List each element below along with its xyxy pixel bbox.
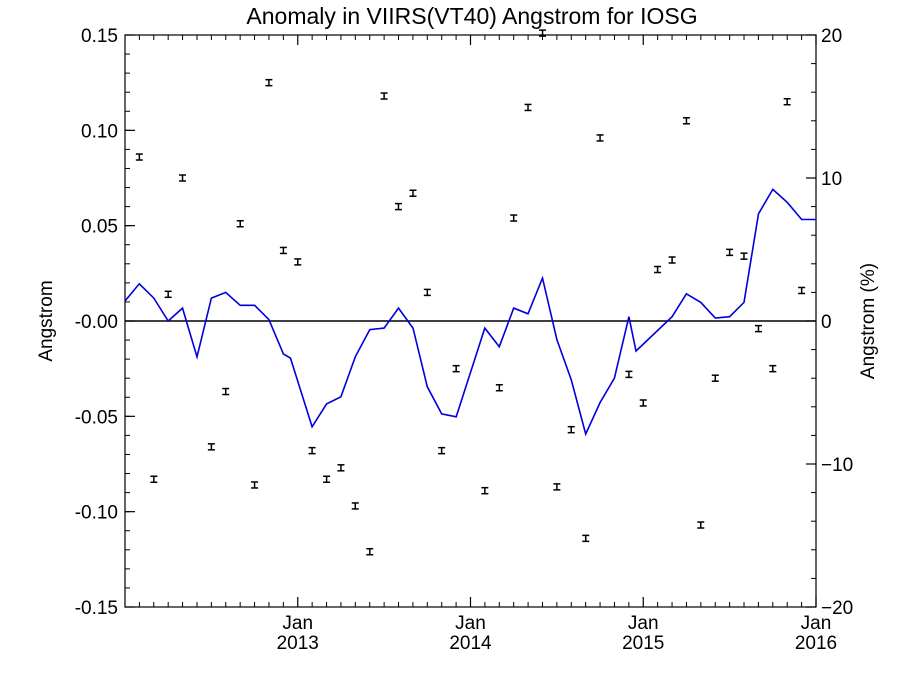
y-tick-label: -0.10: [75, 503, 118, 524]
error-bar-point: [524, 103, 532, 112]
x-tick-label-month: Jan: [282, 613, 313, 634]
error-bar-point: [668, 256, 676, 264]
error-bar-point: [135, 153, 143, 161]
x-tick-label-month: Jan: [455, 613, 486, 634]
y-tick-label: -0.05: [75, 407, 118, 428]
x-tick-label-year: 2016: [795, 633, 837, 654]
error-bar-point: [754, 324, 762, 333]
error-bar-point: [567, 425, 575, 434]
plot-axes: 0.15 0.10 0.05 -0.00 -0.05 -0.10 -0.15 20 10 0 −10…: [75, 26, 854, 654]
chart-title: Anomaly in VIIRS(VT40) Angstrom for IOSG: [246, 3, 697, 29]
error-bar-point: [323, 475, 331, 484]
error-bar-point: [438, 446, 446, 455]
x-tick-label-month: Jan: [801, 613, 832, 634]
error-bar-point: [409, 189, 417, 198]
error-bar-point: [394, 202, 402, 211]
error-bar-point: [294, 258, 302, 266]
x-tick-label-year: 2014: [449, 633, 492, 654]
error-bar-point: [265, 78, 273, 87]
error-bar-point: [553, 483, 561, 491]
error-bar-point: [337, 464, 345, 472]
error-bar-point: [495, 383, 503, 392]
y2-axis-label: Angstrom (%): [858, 263, 879, 379]
x-tick-label-month: Jan: [628, 613, 659, 634]
error-bar-point: [351, 502, 359, 510]
error-bar-point: [798, 286, 806, 295]
y-tick-label: 0.05: [81, 217, 118, 238]
error-bar-point: [783, 97, 791, 106]
error-bar-point: [179, 174, 187, 182]
y-axis-label: Angstrom: [36, 280, 57, 361]
error-bar-point: [308, 446, 316, 455]
error-bar-point: [481, 486, 489, 495]
error-bar-point: [697, 521, 705, 529]
error-bar-point: [222, 387, 230, 396]
error-bar-point: [639, 399, 647, 407]
y-tick-label: 0.15: [81, 26, 118, 47]
error-bar-point: [236, 220, 244, 228]
x-tick-label-year: 2013: [277, 633, 319, 654]
x-tick-label-year: 2015: [622, 633, 664, 654]
error-bar-point: [539, 29, 547, 37]
y2-tick-label: −10: [821, 455, 853, 476]
y-tick-label: -0.00: [75, 312, 118, 333]
error-bar-point: [582, 534, 590, 543]
y-tick-label: 0.10: [81, 121, 118, 142]
y2-tick-label: 10: [821, 169, 842, 190]
anomaly-line: [124, 188, 816, 437]
error-bar-point: [769, 364, 777, 373]
error-bar-point: [452, 364, 460, 373]
error-bar-point: [711, 374, 719, 382]
y2-tick-label: 0: [821, 312, 832, 333]
error-bar-point: [625, 370, 633, 379]
y2-tick-label: −20: [821, 598, 853, 619]
error-bar-point: [164, 290, 172, 299]
y2-tick-label: 20: [821, 26, 842, 47]
error-bar-point: [366, 547, 374, 556]
error-bar-point: [423, 288, 431, 297]
error-bar-point: [207, 443, 215, 451]
error-bar-point: [279, 246, 287, 255]
series-layer: [124, 29, 816, 556]
error-bar-point: [596, 134, 604, 142]
error-bar-point: [682, 117, 690, 125]
error-bar-point: [654, 265, 662, 274]
error-bar-point: [726, 248, 734, 257]
error-bar-point: [251, 481, 259, 489]
error-bar-point: [510, 214, 518, 222]
y-tick-label: -0.15: [75, 598, 118, 619]
error-bar-point: [740, 252, 748, 260]
error-bar-point: [150, 475, 158, 484]
error-bar-point: [380, 92, 388, 100]
